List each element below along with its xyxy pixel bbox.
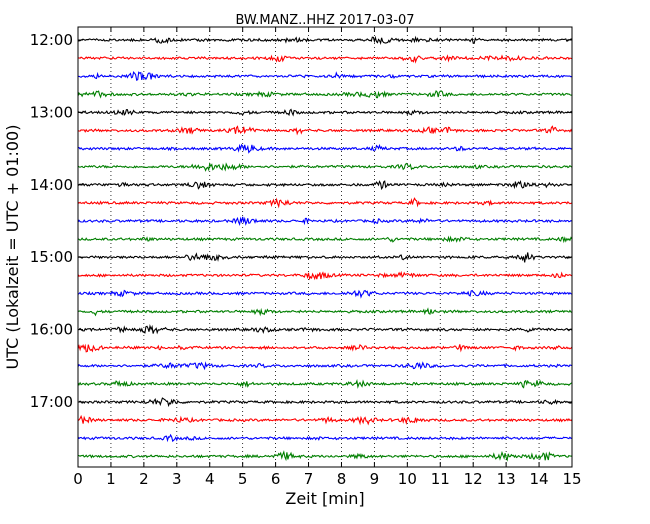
trace-1530 [77,289,573,299]
trace-1215 [77,54,573,64]
trace-group [77,35,573,462]
trace-1715 [77,414,573,426]
x-tick-label: 6 [271,470,281,488]
trace-1500 [77,252,573,263]
y-axis-label: UTC (Lokalzeit = UTC + 01:00) [3,125,22,370]
trace-1300 [77,108,573,117]
trace-1745 [77,450,573,462]
y-tick-label: 12:00 [30,31,73,49]
x-tick-label: 10 [398,470,417,488]
x-tick-label: 4 [205,470,215,488]
trace-1315 [77,125,573,136]
x-tick-label: 5 [238,470,248,488]
x-tick-label: 0 [73,470,83,488]
trace-1600 [77,323,573,335]
x-tick-label: 15 [562,470,581,488]
trace-1645 [77,379,573,389]
x-tick-label: 8 [337,470,347,488]
y-tick-label: 16:00 [30,321,73,339]
y-tick-label: 15:00 [30,248,73,266]
grid-lines [110,27,540,467]
y-tick-label: 14:00 [30,176,73,194]
x-tick-label: 9 [370,470,380,488]
trace-1700 [78,397,573,408]
x-tick-label: 13 [497,470,516,488]
trace-1230 [77,71,573,82]
trace-1445 [77,235,573,244]
trace-1345 [77,162,573,172]
x-axis-label: Zeit [min] [285,489,364,508]
y-tick-label: 17:00 [30,393,73,411]
x-tick-label: 14 [530,470,549,488]
axis-ticks: 0 1 2 3 4 5 6 7 8 9 10 11 12 13 14 1512:0013:0014:0015:… [30,27,582,488]
x-tick-label: 7 [304,470,314,488]
x-tick-label: 3 [172,470,182,488]
trace-1245 [77,90,573,99]
trace-1730 [77,433,573,443]
trace-1415 [77,197,573,209]
trace-1615 [77,343,573,353]
plot-frame [77,26,573,468]
x-tick-label: 1 [106,470,116,488]
trace-1400 [77,179,573,191]
trace-1200 [77,35,573,46]
trace-1330 [78,143,573,154]
trace-1515 [77,270,573,281]
x-tick-label: 12 [464,470,483,488]
chart-title: BW.MANZ..HHZ 2017-03-07 [235,13,414,28]
trace-1430 [77,216,573,226]
trace-1630 [77,361,573,371]
x-tick-label: 2 [139,470,149,488]
trace-1545 [77,307,573,317]
y-tick-label: 13:00 [30,103,73,121]
x-tick-label: 11 [431,470,450,488]
